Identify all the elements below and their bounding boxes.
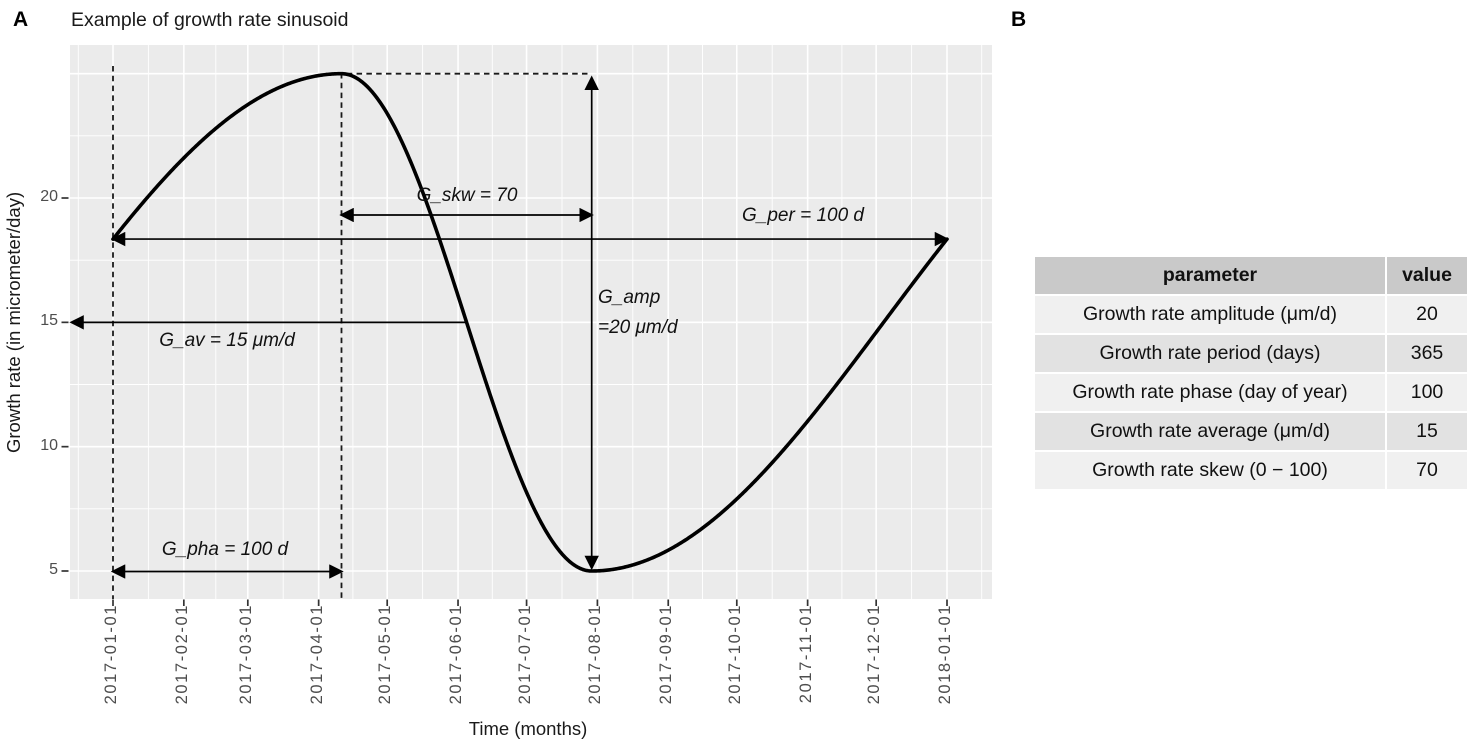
table-header-value: value (1385, 255, 1469, 296)
annotation-amplitude: G_amp =20 μm/d (598, 283, 678, 343)
x-tick-label: 2017-07-01 (515, 604, 534, 705)
y-tick-label: 15 (40, 312, 58, 330)
annotation-skew: G_skw = 70 (416, 185, 518, 206)
value-cell: 365 (1385, 333, 1469, 374)
x-tick-label: 2017-03-01 (236, 604, 255, 705)
table-row: Growth rate phase (day of year) 100 (1033, 372, 1469, 413)
x-tick-label: 2017-04-01 (307, 604, 326, 705)
x-tick-label: 2017-12-01 (865, 604, 884, 705)
parameter-cell: Growth rate average (μm/d) (1033, 411, 1387, 452)
table-row: Growth rate period (days) 365 (1033, 333, 1469, 374)
parameter-cell: Growth rate amplitude (μm/d) (1033, 294, 1387, 335)
parameter-cell: Growth rate phase (day of year) (1033, 372, 1387, 413)
x-tick-label: 2017-11-01 (796, 604, 815, 704)
value-cell: 20 (1385, 294, 1469, 335)
parameter-cell: Growth rate period (days) (1033, 333, 1387, 374)
x-tick-label: 2017-10-01 (725, 604, 744, 705)
annotation-amplitude-line1: G_amp (598, 287, 661, 308)
table-row: Growth rate skew (0 − 100) 70 (1033, 450, 1469, 491)
value-cell: 70 (1385, 450, 1469, 491)
panel-b-label: B (1011, 8, 1027, 31)
y-tick-label: 10 (40, 436, 58, 454)
table-row: Growth rate average (μm/d) 15 (1033, 411, 1469, 452)
table-header-parameter: parameter (1033, 255, 1387, 296)
annotation-average: G_av = 15 μm/d (159, 330, 295, 351)
parameter-table: parameter value Growth rate amplitude (μ… (1033, 255, 1469, 491)
parameter-cell: Growth rate skew (0 − 100) (1033, 450, 1387, 491)
x-tick-label: 2017-09-01 (657, 604, 676, 705)
sinusoid-curve (111, 71, 949, 573)
x-tick-label: 2017-02-01 (172, 604, 191, 705)
annotation-period: G_per = 100 d (741, 205, 865, 226)
x-tick-label: 2018-01-01 (936, 604, 954, 705)
panel-a-label: A (13, 8, 29, 31)
x-tick-label: 2017-08-01 (586, 604, 605, 705)
table-row: Growth rate amplitude (μm/d) 20 (1033, 294, 1469, 335)
y-tick-label: 20 (40, 188, 58, 205)
annotation-amplitude-line2: =20 μm/d (598, 317, 678, 339)
x-tick-label: 2017-01-01 (102, 604, 120, 705)
value-cell: 100 (1385, 372, 1469, 413)
x-tick-label: 2017-06-01 (447, 604, 466, 705)
x-tick-label: 2017-05-01 (376, 604, 395, 705)
chart-title: Example of growth rate sinusoid (71, 9, 349, 31)
y-tick-label: 5 (49, 561, 58, 578)
value-cell: 15 (1385, 411, 1469, 452)
table-header-row: parameter value (1033, 255, 1469, 296)
growth-rate-sinusoid-chart (61, 45, 992, 606)
annotation-phase: G_pha = 100 d (161, 539, 289, 560)
x-axis-title: Time (months) (468, 718, 588, 739)
